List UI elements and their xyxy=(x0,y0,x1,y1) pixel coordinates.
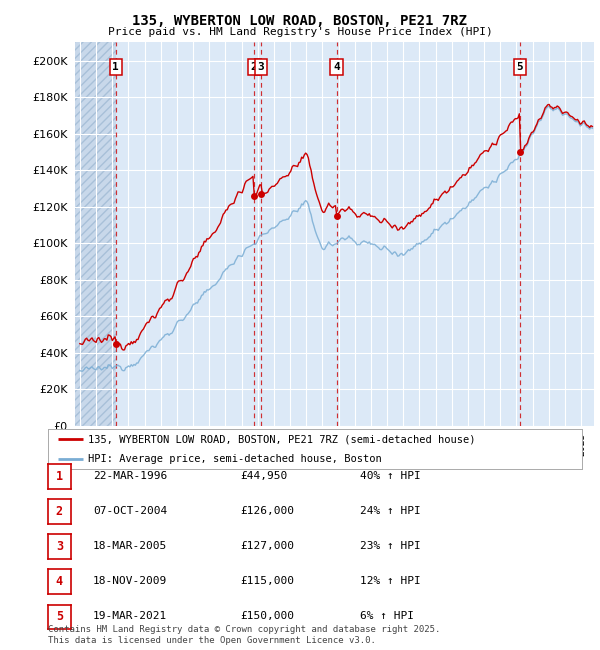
Text: Contains HM Land Registry data © Crown copyright and database right 2025.
This d: Contains HM Land Registry data © Crown c… xyxy=(48,625,440,645)
Text: 2: 2 xyxy=(251,62,257,72)
Text: £127,000: £127,000 xyxy=(240,541,294,551)
Text: £44,950: £44,950 xyxy=(240,471,287,481)
Text: £126,000: £126,000 xyxy=(240,506,294,516)
Text: 6% ↑ HPI: 6% ↑ HPI xyxy=(360,611,414,621)
Text: 5: 5 xyxy=(56,610,63,623)
Text: 22-MAR-1996: 22-MAR-1996 xyxy=(93,471,167,481)
Text: 40% ↑ HPI: 40% ↑ HPI xyxy=(360,471,421,481)
Text: 12% ↑ HPI: 12% ↑ HPI xyxy=(360,576,421,586)
Bar xyxy=(75,42,116,426)
Text: 3: 3 xyxy=(258,62,265,72)
Text: 18-MAR-2005: 18-MAR-2005 xyxy=(93,541,167,551)
Text: 135, WYBERTON LOW ROAD, BOSTON, PE21 7RZ: 135, WYBERTON LOW ROAD, BOSTON, PE21 7RZ xyxy=(133,14,467,29)
Text: 1: 1 xyxy=(56,470,63,483)
Text: 5: 5 xyxy=(517,62,523,72)
Text: £150,000: £150,000 xyxy=(240,611,294,621)
Text: 3: 3 xyxy=(56,540,63,553)
Text: 1: 1 xyxy=(112,62,119,72)
Text: Price paid vs. HM Land Registry's House Price Index (HPI): Price paid vs. HM Land Registry's House … xyxy=(107,27,493,37)
Text: 18-NOV-2009: 18-NOV-2009 xyxy=(93,576,167,586)
Text: 4: 4 xyxy=(56,575,63,588)
Text: 07-OCT-2004: 07-OCT-2004 xyxy=(93,506,167,516)
Text: 4: 4 xyxy=(333,62,340,72)
Text: £115,000: £115,000 xyxy=(240,576,294,586)
Text: 2: 2 xyxy=(56,505,63,518)
Text: HPI: Average price, semi-detached house, Boston: HPI: Average price, semi-detached house,… xyxy=(88,454,382,464)
Text: 23% ↑ HPI: 23% ↑ HPI xyxy=(360,541,421,551)
Text: 19-MAR-2021: 19-MAR-2021 xyxy=(93,611,167,621)
Text: 135, WYBERTON LOW ROAD, BOSTON, PE21 7RZ (semi-detached house): 135, WYBERTON LOW ROAD, BOSTON, PE21 7RZ… xyxy=(88,434,476,444)
Text: 24% ↑ HPI: 24% ↑ HPI xyxy=(360,506,421,516)
